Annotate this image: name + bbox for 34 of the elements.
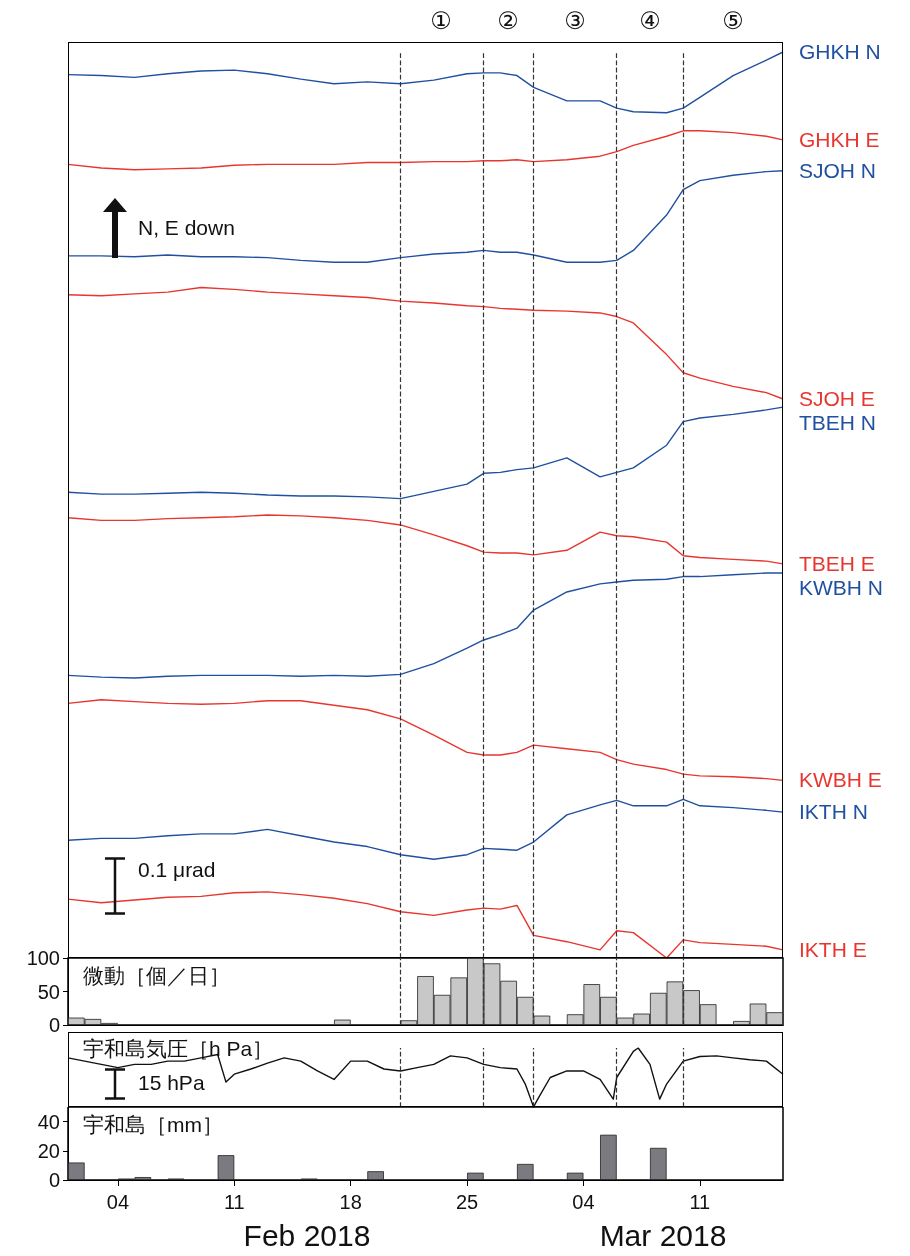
series-label: IKTH N <box>799 800 868 824</box>
x-tick-label: 18 <box>339 1191 362 1213</box>
text: Mar 2018 <box>599 1218 727 1252</box>
text: ② <box>497 6 519 34</box>
chart-title: 宇和島［mm］ <box>83 1113 223 1136</box>
series-label: KWBH N <box>799 575 883 599</box>
series-label: GHKH E <box>799 127 880 151</box>
text: ④ <box>639 6 661 34</box>
x-tick-label: 04 <box>572 1191 595 1213</box>
series-label: TBEH N <box>799 411 877 434</box>
x-tick-label: 04 <box>106 1191 130 1213</box>
x-tick-label: 11 <box>223 1191 245 1213</box>
text: ① <box>430 6 452 34</box>
series-label: SJOH N <box>799 158 877 182</box>
annotation: N, E down <box>138 216 235 239</box>
series-label: GHKH N <box>799 40 881 63</box>
annotation: 15 hPa <box>138 1071 205 1094</box>
y-tick-label: 20 <box>37 1139 60 1162</box>
series-label: SJOH E <box>799 387 875 410</box>
chart-title: 微動［個／日］ <box>83 964 230 987</box>
series-label: TBEH E <box>799 551 875 575</box>
annotation: 0.1 μrad <box>138 858 216 881</box>
text: ⑤ <box>722 6 744 34</box>
text: ③ <box>564 6 586 34</box>
y-tick-label: 100 <box>26 947 60 969</box>
series-label: IKTH E <box>799 937 867 961</box>
x-tick-label: 11 <box>689 1191 711 1213</box>
y-tick-label: 40 <box>37 1110 60 1133</box>
series-label: KWBH E <box>799 768 882 792</box>
y-tick-label: 0 <box>48 1169 60 1191</box>
x-tick-label: 25 <box>455 1191 479 1213</box>
y-tick-label: 50 <box>37 980 60 1003</box>
text: Feb 2018 <box>243 1218 371 1252</box>
y-tick-label: 0 <box>48 1014 60 1036</box>
